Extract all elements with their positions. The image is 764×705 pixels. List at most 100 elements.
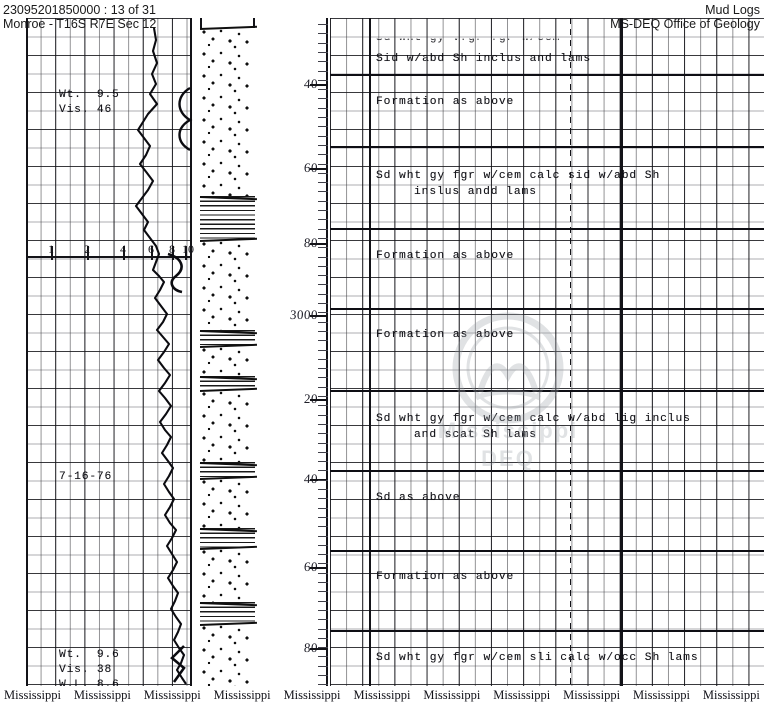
depth-tick-minor <box>318 684 328 686</box>
unit-separator <box>330 630 764 633</box>
desc-0: Sd wht gy vfgr-fgr w/cem <box>376 39 560 44</box>
unit-separator <box>330 550 764 553</box>
permit-id: 23095201850000 : 13 of 31 <box>3 3 156 17</box>
depth-tick-minor <box>318 219 328 221</box>
lithology-segment-sand <box>200 390 255 462</box>
depth-tick-minor <box>318 117 328 118</box>
depth-tick-minor <box>318 368 328 370</box>
footer-watermark-strip: Mississippi Mississippi Mississippi Mississ… <box>0 686 764 705</box>
depth-tick-major <box>310 168 328 170</box>
desc-coarse-grid <box>330 18 764 686</box>
depth-tick-minor <box>318 126 328 128</box>
depth-tick-major <box>310 315 328 317</box>
unit-separator <box>330 228 764 231</box>
depth-tick-minor <box>318 144 328 146</box>
depth-tick-minor <box>318 265 328 267</box>
lithology-segment-shale <box>200 196 255 240</box>
depth-tick-minor <box>318 24 328 25</box>
lithology-segment-shale <box>200 462 255 478</box>
depth-tick-minor <box>318 619 328 621</box>
lithology-segment-sand <box>200 240 255 330</box>
depth-tick-minor <box>318 563 328 565</box>
depth-tick-major <box>310 84 328 86</box>
unit-separator <box>330 74 764 77</box>
depth-tick-minor <box>318 33 328 35</box>
left-track-border-right <box>190 18 192 686</box>
footer-tile: Mississippi <box>73 688 131 702</box>
depth-tick-minor <box>318 489 328 490</box>
footer-tile: Mississippi <box>702 688 760 702</box>
depth-tick-minor <box>318 386 328 388</box>
depth-tick-major <box>310 399 328 401</box>
depth-tick-minor <box>318 330 328 332</box>
depth-tick-minor <box>318 70 328 72</box>
depth-tick-minor <box>318 572 328 574</box>
desc-11: Sd wht gy fgr w/cem sli calc w/occ Sh la… <box>376 652 699 664</box>
depth-tick-minor <box>318 312 328 314</box>
depth-tick-minor <box>318 582 328 583</box>
scale-tick <box>87 246 89 260</box>
depth-scale-track: 406080300020406080 <box>258 18 328 686</box>
desc-1: Sid w/abd Sh inclus and lams <box>376 53 592 65</box>
desc-dashed-rule <box>570 18 572 686</box>
depth-tick-minor <box>318 675 328 676</box>
depth-tick-minor <box>318 516 328 518</box>
depth-tick-minor <box>318 461 328 463</box>
desc-10: Formation as above <box>376 571 515 583</box>
depth-tick-minor <box>318 284 328 286</box>
depth-tick-minor <box>318 591 328 593</box>
depth-tick-minor <box>318 256 328 258</box>
desc-heavy-rule <box>620 18 623 686</box>
depth-tick-minor <box>318 526 328 528</box>
desc-7: Sd wht gy fgr w/cem calc w/abd lig inclu… <box>376 413 691 425</box>
unit-separator <box>330 146 764 149</box>
depth-tick-minor <box>318 498 328 500</box>
depth-scale-rule <box>325 18 328 686</box>
depth-tick-minor <box>318 275 328 277</box>
footer-tile: Mississippi <box>4 688 61 702</box>
depth-tick-minor <box>318 396 328 397</box>
depth-tick-minor <box>318 321 328 323</box>
depth-tick-minor <box>318 61 328 63</box>
flowline-bracket-curve <box>167 86 193 683</box>
depth-tick-minor <box>318 98 328 100</box>
scale-tick <box>51 246 53 260</box>
scale-tick <box>123 246 125 260</box>
lithology-column <box>199 18 257 686</box>
depth-tick-major <box>310 567 328 569</box>
depth-tick-minor <box>318 340 328 342</box>
lithology-segment-shale <box>200 376 255 390</box>
depth-tick-minor <box>318 665 328 667</box>
desc-left-margin-rule <box>369 18 371 686</box>
lithologic-description-track: Sd wht gy vfgr-fgr w/cem Sid w/abd Sh inc… <box>330 18 764 686</box>
note-date: 7-16-76 <box>59 471 113 483</box>
scale-tick <box>172 246 174 260</box>
depth-tick-minor <box>318 535 328 537</box>
desc-2: Formation as above <box>376 96 515 108</box>
depth-tick-minor <box>318 442 328 444</box>
depth-tick-minor <box>318 647 328 649</box>
footer-tile: Mississippi <box>143 688 201 702</box>
depth-tick-minor <box>318 377 328 379</box>
depth-tick-minor <box>318 200 328 202</box>
depth-tick-minor <box>318 163 328 165</box>
depth-tick-major <box>310 243 328 245</box>
footer-tile: Mississippi <box>633 688 690 702</box>
depth-tick-minor <box>318 237 328 239</box>
desc-8: and scat Sh lams <box>414 429 537 441</box>
footer-tile: Mississippi <box>213 688 271 702</box>
depth-tick-minor <box>318 210 328 211</box>
depth-tick-minor <box>318 656 328 658</box>
footer-tile: Mississippi <box>353 688 411 702</box>
unit-separator <box>330 308 764 311</box>
depth-tick-minor <box>318 479 328 481</box>
desc-5: Formation as above <box>376 250 515 262</box>
depth-tick-minor <box>318 423 328 425</box>
document-type: Mud Logs <box>705 3 760 17</box>
desc-6: Formation as above <box>376 329 515 341</box>
depth-tick-minor <box>318 182 328 184</box>
lithology-segment-sand <box>200 346 255 376</box>
depth-tick-minor <box>318 609 328 611</box>
depth-tick-minor <box>318 433 328 435</box>
